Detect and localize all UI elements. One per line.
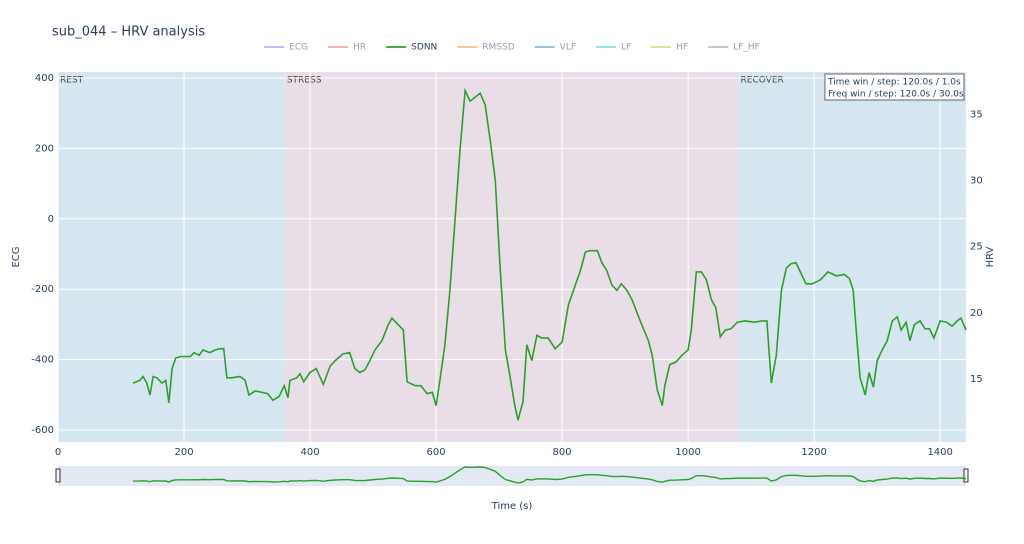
x-tick-label: 1400: [927, 447, 952, 458]
range-handle: [55, 468, 61, 483]
y-axis-label: ECG: [11, 246, 22, 267]
legend-label: VLF: [560, 43, 576, 53]
legend-item[interactable]: LF: [596, 43, 631, 53]
legend: ECG HR SDNN RMSSD VLF LF HF LF_HF: [264, 43, 760, 53]
y-tick-label: -600: [31, 425, 54, 436]
legend-item[interactable]: ECG: [264, 43, 308, 53]
legend-label: LF_HF: [733, 43, 760, 53]
y-tick-label: 200: [35, 143, 54, 154]
y2-tick-label: 15: [970, 374, 983, 385]
y-tick-label: 400: [35, 73, 54, 84]
region-label: RECOVER: [741, 76, 784, 86]
y2-tick-label: 35: [970, 109, 983, 120]
y2-tick-label: 30: [970, 176, 983, 187]
region-label: REST: [60, 76, 84, 86]
legend-item[interactable]: HF: [651, 43, 688, 53]
legend-label: HR: [353, 43, 366, 53]
x-tick-label: 1200: [801, 447, 826, 458]
y2-tick-label: 25: [970, 242, 983, 253]
legend-label: RMSSD: [482, 43, 514, 53]
x-tick-label: 600: [427, 447, 446, 458]
region: [738, 72, 966, 442]
x-tick-label: 800: [553, 447, 572, 458]
region-label: STRESS: [287, 76, 322, 86]
annotation-box: [824, 73, 965, 101]
x-tick-label: 200: [174, 447, 193, 458]
y-tick-label: -400: [31, 355, 54, 366]
legend-item[interactable]: VLF: [534, 43, 576, 53]
x-tick-label: 400: [301, 447, 320, 458]
annotation: Time win / step: 120.0s / 1.0s Freq win /…: [824, 73, 965, 101]
y2-tick-label: 20: [970, 308, 983, 319]
region: [58, 72, 285, 442]
y-tick-label: -200: [31, 284, 54, 295]
range-handle: [963, 468, 969, 483]
series-line: [132, 87, 967, 421]
x-tick-label: 1000: [675, 447, 700, 458]
range-slider-line: [132, 466, 967, 484]
legend-label: LF: [621, 43, 631, 53]
legend-label: SDNN: [411, 43, 437, 53]
y-tick-label: 0: [48, 214, 54, 225]
chart-title: sub_044 – HRV analysis: [52, 25, 205, 40]
legend-item[interactable]: SDNN: [386, 43, 437, 53]
legend-item[interactable]: RMSSD: [457, 43, 515, 53]
legend-label: ECG: [289, 43, 308, 53]
x-axis-label: Time (s): [491, 501, 533, 512]
x-tick-label: 0: [55, 447, 61, 458]
y2-axis-label: HRV: [985, 246, 996, 267]
legend-item[interactable]: LF_HF: [708, 43, 760, 53]
legend-label: HF: [676, 43, 688, 53]
region: [284, 72, 739, 442]
annotation-text: Freq win / step: 120.0s / 30.0s: [828, 90, 964, 100]
annotation-text: Time win / step: 120.0s / 1.0s: [827, 78, 961, 88]
legend-item[interactable]: HR: [328, 43, 366, 53]
